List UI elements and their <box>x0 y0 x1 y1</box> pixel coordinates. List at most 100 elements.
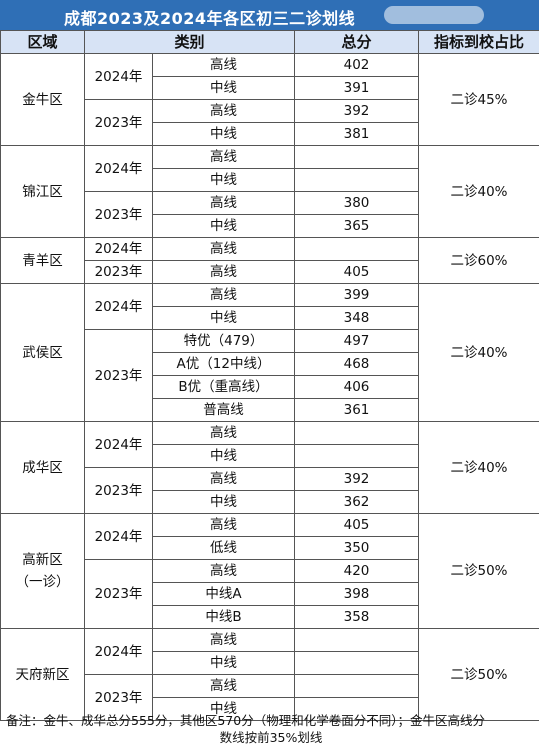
category-cell: 高线 <box>151 421 296 445</box>
category-cell: 普高线 <box>151 398 296 422</box>
score-cell: 391 <box>294 76 420 100</box>
category-cell: 高线 <box>151 99 296 123</box>
table-row: 青羊区 2024年 高线 二诊60% <box>0 237 539 284</box>
category-cell: 中线A <box>151 582 296 606</box>
table-row: 2023年 高线 380 <box>1 191 539 238</box>
score-cell <box>294 674 420 698</box>
table-row: 武侯区 2024年 高线 399 二诊40% <box>0 283 539 422</box>
district-name-text: 高新区 <box>22 552 63 568</box>
ratio-cell: 二诊40% <box>418 421 539 514</box>
category-cell: 中线 <box>151 490 296 514</box>
category-cell: A优（12中线） <box>151 352 296 376</box>
category-cell: 高线 <box>151 559 296 583</box>
table-row: 锦江区 2024年 高线 二诊40% <box>0 145 539 238</box>
score-cell <box>294 421 420 445</box>
table-row: 中线 <box>1 651 539 675</box>
category-cell: 中线 <box>151 122 296 146</box>
score-cell <box>294 697 420 721</box>
score-cell: 358 <box>294 605 420 629</box>
district-name: 成华区 <box>0 421 85 514</box>
score-cell <box>294 237 420 261</box>
table-row: 中线 <box>1 697 539 721</box>
district-note-text: （一诊） <box>15 574 70 590</box>
table-row: 2023年 高线 <box>1 674 539 721</box>
year-cell: 2023年 <box>84 559 153 629</box>
table-row: 金牛区 2024年 高线 402 二诊45% <box>0 53 539 146</box>
score-cell: 348 <box>294 306 420 330</box>
year-cell: 2024年 <box>84 628 153 675</box>
year-cell: 2024年 <box>84 237 153 261</box>
score-cell: 362 <box>294 490 420 514</box>
category-cell: 高线 <box>151 283 296 307</box>
category-cell: 高线 <box>151 674 296 698</box>
cutoff-table: 区域 类别 总分 指标到校占比 金牛区 2024年 高线 402 二诊45% 中线 391 2… <box>0 30 539 721</box>
year-cell: 2023年 <box>84 674 153 721</box>
category-cell: 中线 <box>151 697 296 721</box>
district-name: 天府新区 <box>0 628 85 721</box>
category-cell: 中线B <box>151 605 296 629</box>
year-cell: 2023年 <box>84 191 153 238</box>
ratio-cell: 二诊50% <box>418 513 539 629</box>
score-cell: 381 <box>294 122 420 146</box>
score-cell: 468 <box>294 352 420 376</box>
year-cell: 2023年 <box>84 329 153 422</box>
category-cell: 高线 <box>151 53 296 77</box>
year-cell: 2024年 <box>84 53 153 100</box>
category-cell: 高线 <box>151 467 296 491</box>
category-cell: 中线 <box>151 306 296 330</box>
header-ratio: 指标到校占比 <box>418 30 539 54</box>
score-cell <box>294 628 420 652</box>
score-cell: 392 <box>294 99 420 123</box>
table-row: 成华区 2024年 高线 二诊40% <box>0 421 539 514</box>
category-cell: 中线 <box>151 214 296 238</box>
table-row: 中线A 398 <box>1 582 539 606</box>
district-name: 武侯区 <box>0 283 85 422</box>
score-cell <box>294 651 420 675</box>
category-cell: 高线 <box>151 260 296 284</box>
score-cell: 398 <box>294 582 420 606</box>
score-cell <box>294 145 420 169</box>
score-cell: 497 <box>294 329 420 353</box>
category-cell: 高线 <box>151 628 296 652</box>
table-row: 中线 391 <box>1 76 539 100</box>
header-region: 区域 <box>0 30 85 54</box>
score-cell <box>294 168 420 192</box>
category-cell: 低线 <box>151 536 296 560</box>
year-cell: 2024年 <box>84 145 153 192</box>
title-bar: 成都2023及2024年各区初三二诊划线 <box>0 0 539 30</box>
district-name: 金牛区 <box>0 53 85 146</box>
district-name: 高新区 （一诊） <box>0 513 85 629</box>
district-name: 锦江区 <box>0 145 85 238</box>
header-row: 区域 类别 总分 指标到校占比 <box>0 30 539 54</box>
score-cell: 380 <box>294 191 420 215</box>
category-cell: 中线 <box>151 168 296 192</box>
category-cell: 高线 <box>151 145 296 169</box>
category-cell: 高线 <box>151 513 296 537</box>
table-row: 中线 362 <box>1 490 539 514</box>
district-name: 青羊区 <box>0 237 85 284</box>
district-name-text: 锦江区 <box>22 183 63 200</box>
table-body: 金牛区 2024年 高线 402 二诊45% 中线 391 2023年 高线 392 中线 381 锦江… <box>0 53 539 721</box>
score-cell: 361 <box>294 398 420 422</box>
score-cell: 406 <box>294 375 420 399</box>
score-cell: 365 <box>294 214 420 238</box>
score-cell: 392 <box>294 467 420 491</box>
year-cell: 2023年 <box>84 467 153 514</box>
footnote-line-2: 数线按前35%划线 <box>219 730 323 745</box>
table-row: 2023年 高线 420 <box>1 559 539 629</box>
category-cell: 高线 <box>151 237 296 261</box>
score-cell <box>294 444 420 468</box>
score-cell: 405 <box>294 513 420 537</box>
table-row: 高新区 （一诊） 2024年 高线 405 二诊50% <box>0 513 539 629</box>
ratio-cell: 二诊40% <box>418 145 539 238</box>
page-title: 成都2023及2024年各区初三二诊划线 <box>64 9 356 28</box>
district-name-text: 金牛区 <box>22 91 63 108</box>
score-cell: 350 <box>294 536 420 560</box>
score-cell: 399 <box>294 283 420 307</box>
ratio-cell: 二诊60% <box>418 237 539 284</box>
footnote-line-1: 备注：金牛、成华总分555分，其他区570分（物理和化学卷面分不同）；金牛区高线… <box>6 713 485 728</box>
table-row: 中线B 358 <box>1 605 539 629</box>
category-cell: 特优（479） <box>151 329 296 353</box>
table-row: A优（12中线） 468 <box>1 352 539 376</box>
